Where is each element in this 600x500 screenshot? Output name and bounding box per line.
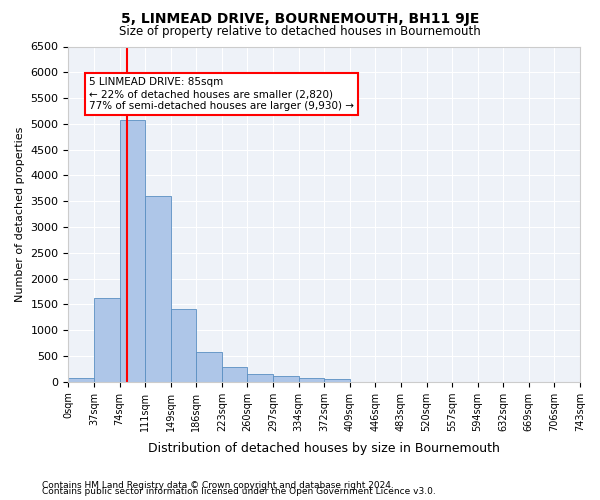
Bar bbox=[68, 378, 94, 382]
Text: Contains public sector information licensed under the Open Government Licence v3: Contains public sector information licen… bbox=[42, 487, 436, 496]
Bar bbox=[324, 379, 350, 382]
Bar bbox=[145, 196, 171, 382]
Bar bbox=[247, 374, 273, 382]
Bar bbox=[196, 352, 222, 382]
Text: Contains HM Land Registry data © Crown copyright and database right 2024.: Contains HM Land Registry data © Crown c… bbox=[42, 481, 394, 490]
Bar bbox=[222, 366, 247, 382]
X-axis label: Distribution of detached houses by size in Bournemouth: Distribution of detached houses by size … bbox=[148, 442, 500, 455]
Text: 5, LINMEAD DRIVE, BOURNEMOUTH, BH11 9JE: 5, LINMEAD DRIVE, BOURNEMOUTH, BH11 9JE bbox=[121, 12, 479, 26]
Y-axis label: Number of detached properties: Number of detached properties bbox=[15, 126, 25, 302]
Bar bbox=[273, 376, 299, 382]
Bar bbox=[94, 298, 119, 382]
Bar bbox=[119, 120, 145, 382]
Bar bbox=[299, 378, 324, 382]
Text: 5 LINMEAD DRIVE: 85sqm
← 22% of detached houses are smaller (2,820)
77% of semi-: 5 LINMEAD DRIVE: 85sqm ← 22% of detached… bbox=[89, 78, 354, 110]
Bar bbox=[171, 310, 196, 382]
Text: Size of property relative to detached houses in Bournemouth: Size of property relative to detached ho… bbox=[119, 25, 481, 38]
